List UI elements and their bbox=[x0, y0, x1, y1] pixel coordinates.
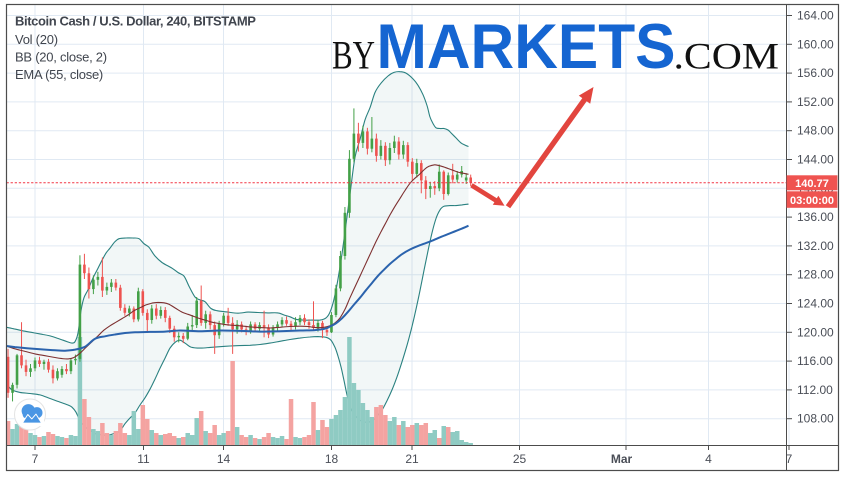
svg-text:BB (20, close, 2): BB (20, close, 2) bbox=[15, 50, 107, 65]
svg-text:140.77: 140.77 bbox=[795, 178, 829, 190]
svg-text:128.00: 128.00 bbox=[797, 268, 834, 282]
svg-text:116.00: 116.00 bbox=[797, 354, 833, 368]
svg-text:152.00: 152.00 bbox=[797, 95, 834, 109]
svg-text:136.00: 136.00 bbox=[797, 210, 834, 224]
svg-text:156.00: 156.00 bbox=[797, 66, 834, 80]
svg-text:11: 11 bbox=[137, 452, 150, 466]
svg-text:164.00: 164.00 bbox=[797, 9, 834, 23]
svg-text:108.00: 108.00 bbox=[797, 412, 834, 426]
svg-text:7: 7 bbox=[786, 452, 793, 466]
svg-text:132.00: 132.00 bbox=[797, 239, 834, 253]
svg-text:03:00:00: 03:00:00 bbox=[790, 195, 834, 207]
svg-text:160.00: 160.00 bbox=[797, 37, 834, 51]
svg-text:144.00: 144.00 bbox=[797, 153, 834, 167]
svg-text:Vol (20): Vol (20) bbox=[15, 32, 58, 47]
svg-text:148.00: 148.00 bbox=[797, 124, 834, 138]
svg-text:EMA (55, close): EMA (55, close) bbox=[15, 67, 103, 82]
svg-text:120.00: 120.00 bbox=[797, 325, 834, 339]
svg-text:21: 21 bbox=[405, 452, 419, 466]
svg-text:Bitcoin Cash / U.S. Dollar, 24: Bitcoin Cash / U.S. Dollar, 240, BITSTAM… bbox=[15, 14, 256, 29]
svg-text:25: 25 bbox=[513, 452, 527, 466]
svg-text:Mar: Mar bbox=[611, 452, 633, 466]
svg-text:112.00: 112.00 bbox=[797, 383, 833, 397]
svg-text:4: 4 bbox=[705, 452, 712, 466]
svg-text:MARKETS: MARKETS bbox=[377, 12, 676, 82]
svg-text:18: 18 bbox=[325, 452, 339, 466]
svg-text:124.00: 124.00 bbox=[797, 297, 834, 311]
svg-text:.COM: .COM bbox=[674, 37, 780, 78]
svg-text:14: 14 bbox=[217, 452, 231, 466]
svg-text:7: 7 bbox=[32, 452, 39, 466]
svg-text:BY: BY bbox=[332, 33, 375, 78]
